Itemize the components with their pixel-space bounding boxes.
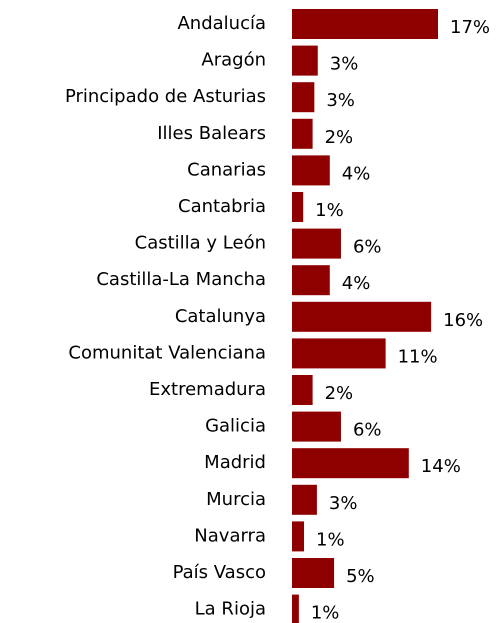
bar xyxy=(292,118,313,149)
value-label: 3% xyxy=(329,493,358,514)
value-label: 1% xyxy=(316,529,345,550)
value-label: 6% xyxy=(353,237,382,258)
value-label: 16% xyxy=(443,310,483,331)
bar xyxy=(292,338,386,369)
bar xyxy=(292,45,318,76)
bar xyxy=(292,484,317,515)
bar xyxy=(292,411,341,442)
value-label: 3% xyxy=(330,54,359,75)
category-label: Canarias xyxy=(187,159,266,180)
category-label: Castilla y León xyxy=(135,233,266,254)
bar xyxy=(292,155,330,186)
category-label: La Rioja xyxy=(195,599,266,620)
value-label: 1% xyxy=(311,603,340,623)
value-label: 2% xyxy=(325,383,354,404)
value-label: 11% xyxy=(398,346,438,367)
bar xyxy=(292,228,341,259)
value-label: 5% xyxy=(346,566,375,587)
value-label: 4% xyxy=(342,273,371,294)
value-label: 2% xyxy=(325,127,354,148)
category-label: Catalunya xyxy=(175,306,266,327)
category-label: Andalucía xyxy=(177,13,266,34)
category-label: Cantabria xyxy=(178,196,266,217)
category-label: Madrid xyxy=(204,452,266,473)
bar xyxy=(292,265,330,296)
value-label: 3% xyxy=(326,90,355,111)
category-label: Extremadura xyxy=(149,379,266,400)
bar xyxy=(292,558,335,588)
category-label: Murcia xyxy=(206,489,266,510)
bar xyxy=(292,301,432,332)
category-label: Aragón xyxy=(201,50,266,71)
category-label: Comunitat Valenciana xyxy=(68,342,266,363)
category-label: Principado de Asturias xyxy=(65,86,266,107)
value-label: 17% xyxy=(450,17,490,38)
category-label: Castilla-La Mancha xyxy=(96,269,266,290)
bar xyxy=(292,521,305,552)
value-label: 4% xyxy=(342,163,371,184)
bar xyxy=(292,9,438,39)
bar xyxy=(292,375,313,405)
value-label: 1% xyxy=(315,200,344,221)
category-label: Galicia xyxy=(205,416,266,437)
bar xyxy=(292,82,315,113)
bar xyxy=(292,448,409,479)
value-label: 14% xyxy=(421,456,461,477)
category-label: Navarra xyxy=(194,525,266,546)
value-label: 6% xyxy=(353,420,382,441)
bar xyxy=(292,594,299,623)
category-label: País Vasco xyxy=(173,562,266,583)
category-label: Illes Balears xyxy=(157,123,266,144)
bar xyxy=(292,192,304,222)
